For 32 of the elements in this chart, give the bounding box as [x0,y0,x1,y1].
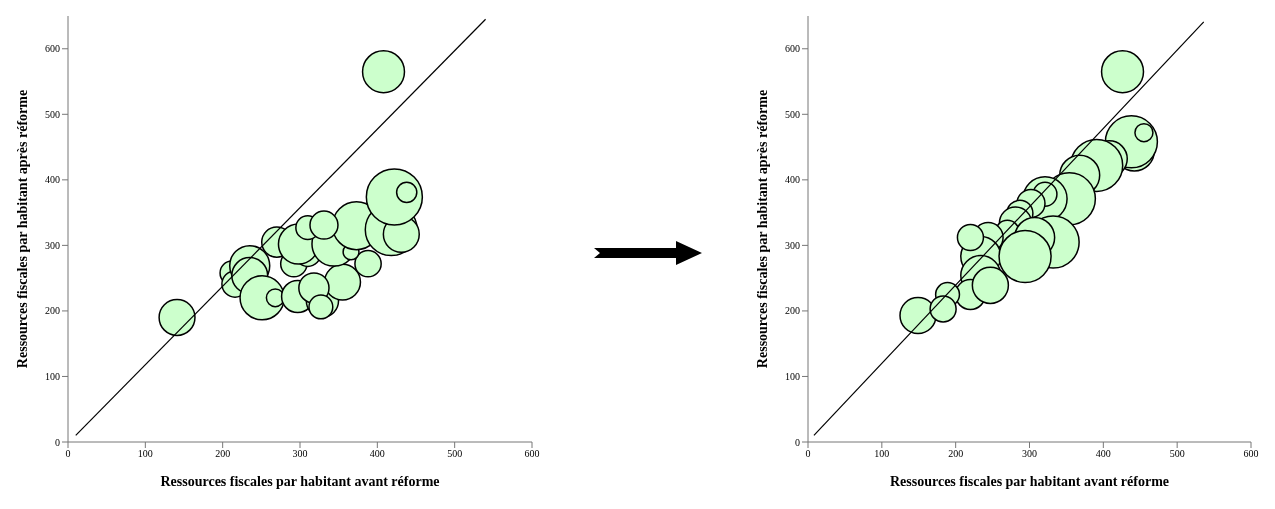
x-tick-label: 200 [215,448,231,460]
y-tick-label: 200 [785,305,800,317]
x-tick-label: 100 [137,448,153,460]
y-axis-title: Ressources fiscales par habitant après réforme [14,89,30,369]
y-tick-label: 200 [45,305,60,317]
x-tick-label: 500 [447,448,463,460]
y-tick-label: 0 [795,436,800,448]
y-tick-label: 100 [45,371,60,383]
y-tick-label: 400 [45,174,60,186]
y-tick-label: 0 [55,436,60,448]
y-tick-label: 300 [785,239,800,251]
x-tick-label: 100 [874,448,890,460]
y-tick-label: 100 [785,371,800,383]
x-tick-label: 200 [948,448,964,460]
x-tick-label: 300 [292,448,308,460]
x-tick-label: 0 [805,448,811,460]
y-tick-label: 600 [785,43,800,55]
y-tick-label: 500 [785,108,800,120]
x-tick-label: 400 [1095,448,1111,460]
y-tick-label: 300 [45,239,60,251]
x-tick-label: 0 [65,448,71,460]
y-tick-label: 400 [785,174,800,186]
x-tick-label: 400 [369,448,385,460]
x-axis-title: Ressources fiscales par habitant avant réforme [889,474,1170,489]
y-tick-label: 600 [45,43,60,55]
x-tick-label: 300 [1022,448,1037,460]
x-axis-title: Ressources fiscales par habitant avant réforme [160,474,440,489]
x-tick-label: 500 [1169,448,1185,460]
y-tick-label: 500 [45,108,60,120]
x-tick-label: 600 [524,448,540,460]
x-tick-label: 600 [1243,448,1259,460]
y-axis-title: Ressources fiscales par habitant après réforme [754,89,770,369]
